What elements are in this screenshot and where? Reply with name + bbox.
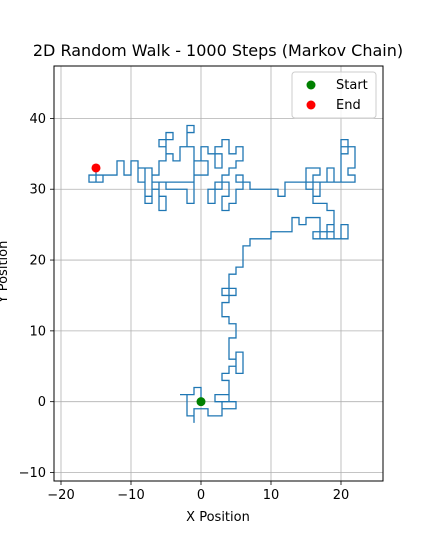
x-tick-label: 0 (197, 488, 205, 503)
y-tick-label: 0 (38, 395, 46, 410)
x-tick-label: −20 (47, 488, 74, 503)
x-tick-label: −10 (117, 488, 144, 503)
start-point-marker (196, 397, 206, 407)
x-tick-label: 20 (333, 488, 350, 503)
plot-frame (53, 65, 384, 482)
y-tick-label: 20 (29, 254, 46, 269)
random-walk-path (88, 124, 356, 423)
y-axis-label: Y Position (0, 241, 11, 305)
series-layer (88, 124, 356, 423)
y-tick-label: −10 (19, 466, 46, 481)
y-tick-label: 40 (29, 112, 46, 127)
legend-marker-end (306, 100, 316, 110)
marker-layer (91, 163, 206, 407)
y-tick-label: 30 (29, 183, 46, 198)
x-axis-label: X Position (186, 510, 250, 525)
chart-title: 2D Random Walk - 1000 Steps (Markov Chai… (33, 41, 403, 60)
x-tick-label: 10 (263, 488, 280, 503)
legend: Start End (291, 71, 377, 119)
y-tick-label: 10 (29, 324, 46, 339)
legend-marker-start (306, 80, 316, 90)
legend-label-start: Start (336, 78, 368, 93)
plot-area-background (54, 66, 383, 481)
end-point-marker (91, 163, 101, 173)
legend-label-end: End (336, 98, 361, 113)
